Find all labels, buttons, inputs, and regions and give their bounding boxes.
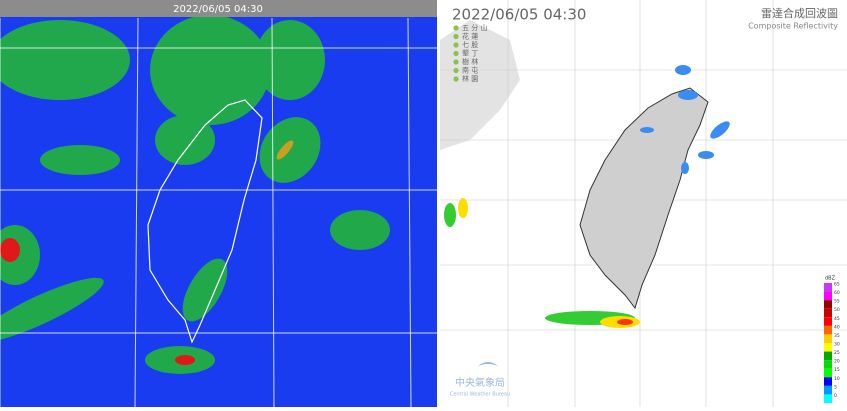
storm-core <box>175 355 195 365</box>
station-name: 七 股 <box>462 40 478 49</box>
mainland <box>440 20 520 150</box>
coastline <box>147 99 263 344</box>
legend-swatch <box>824 308 832 318</box>
legend-label: 65 <box>834 282 840 288</box>
legend-label: 60 <box>834 290 840 296</box>
logo-english: Central Weather Bureau <box>450 392 510 398</box>
station-marker <box>453 76 459 82</box>
legend-swatch <box>824 300 832 309</box>
station-name: 五 分 山 <box>462 23 487 32</box>
legend-swatch <box>824 385 832 395</box>
logo-icon <box>478 362 498 366</box>
legend-swatch <box>824 351 832 361</box>
legend-label: 10 <box>834 376 840 382</box>
legend-label: 5 <box>834 384 837 390</box>
legend-swatch <box>824 343 832 352</box>
legend-swatch <box>824 377 832 386</box>
storm-core <box>276 140 294 160</box>
station-name: 林 園 <box>462 74 478 83</box>
storm-core <box>0 238 20 262</box>
legend-label: 0 <box>834 393 837 399</box>
legend-swatch <box>824 283 832 292</box>
subtitle: Composite Reflectivity <box>748 22 838 31</box>
station-name: 墾 丁 <box>462 49 478 58</box>
station-marker <box>453 42 459 48</box>
legend-swatch <box>824 368 832 378</box>
legend-swatch <box>824 394 832 403</box>
station-list: 五 分 山花 蓮七 股墾 丁樹 林南 屯林 園 <box>453 23 487 83</box>
legend-label: 20 <box>834 359 840 365</box>
timestamp: 2022/06/05 04:30 <box>173 4 263 15</box>
legend-label: 40 <box>834 324 840 330</box>
legend-label: 30 <box>834 342 840 348</box>
legend-swatch <box>824 325 832 335</box>
legend-swatch <box>824 334 832 343</box>
legend-label: 45 <box>834 316 840 322</box>
legend-label: 25 <box>834 350 840 356</box>
legend-swatch <box>824 317 832 326</box>
title: 雷達合成回波圖 <box>761 6 838 20</box>
graticule <box>0 17 437 408</box>
title-bar <box>0 0 437 17</box>
station-name: 南 屯 <box>462 66 478 75</box>
legend-label: 50 <box>834 307 840 313</box>
echo <box>444 198 640 328</box>
legend-swatch <box>824 291 832 301</box>
legend-label: 55 <box>834 299 840 305</box>
station-marker <box>453 33 459 40</box>
legend-label: 15 <box>834 367 840 373</box>
legend-label: 35 <box>834 333 840 339</box>
station-marker <box>453 67 459 74</box>
logo-name: 中央氣象局 <box>455 376 505 389</box>
station-name: 樹 林 <box>462 57 478 66</box>
timestamp: 2022/06/05 04:30 <box>452 6 586 24</box>
echo <box>640 65 730 174</box>
station-marker <box>453 25 459 31</box>
legend-swatch <box>824 360 832 369</box>
station-marker <box>453 59 459 65</box>
satellite-panel: 2022/06/05 04:30 <box>0 0 437 408</box>
legend-unit: dBZ <box>825 276 836 282</box>
radar-panel: 2022/06/05 04:30 雷達合成回波圖 Composite Refle… <box>440 0 847 407</box>
station-name: 花 蓮 <box>462 32 478 41</box>
station-marker <box>453 50 459 57</box>
taiwan <box>579 87 709 310</box>
